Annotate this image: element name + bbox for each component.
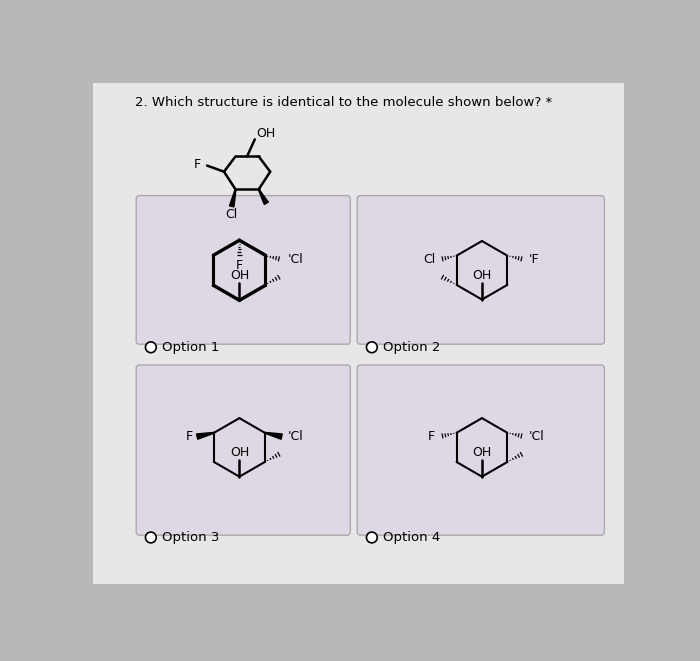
Text: Cl: Cl	[423, 253, 435, 266]
Polygon shape	[265, 432, 282, 439]
Text: 'Cl: 'Cl	[528, 430, 545, 443]
Text: OH: OH	[230, 446, 249, 459]
Text: Option 4: Option 4	[383, 531, 440, 544]
Circle shape	[146, 342, 156, 353]
FancyBboxPatch shape	[93, 83, 624, 584]
Text: 'Cl: 'Cl	[288, 430, 304, 443]
Text: 'F: 'F	[528, 253, 540, 266]
Text: F: F	[186, 430, 192, 443]
Text: Option 2: Option 2	[383, 341, 440, 354]
Polygon shape	[258, 189, 268, 204]
Text: 'Cl: 'Cl	[288, 253, 304, 266]
Text: OH: OH	[230, 269, 249, 282]
Text: OH: OH	[256, 127, 276, 139]
Text: 2. Which structure is identical to the molecule shown below? *: 2. Which structure is identical to the m…	[135, 97, 553, 109]
Text: OH: OH	[473, 446, 491, 459]
Circle shape	[367, 532, 377, 543]
Polygon shape	[230, 189, 236, 207]
Text: Option 3: Option 3	[162, 531, 219, 544]
Text: Option 1: Option 1	[162, 341, 219, 354]
FancyBboxPatch shape	[136, 196, 350, 344]
FancyBboxPatch shape	[357, 365, 604, 535]
FancyBboxPatch shape	[136, 365, 350, 535]
Text: F: F	[194, 157, 201, 171]
Polygon shape	[197, 432, 214, 439]
FancyBboxPatch shape	[357, 196, 604, 344]
Circle shape	[146, 532, 156, 543]
Text: F: F	[428, 430, 435, 443]
Circle shape	[367, 342, 377, 353]
Text: Cl: Cl	[225, 208, 238, 221]
Text: OH: OH	[473, 269, 491, 282]
Text: F: F	[236, 259, 243, 272]
